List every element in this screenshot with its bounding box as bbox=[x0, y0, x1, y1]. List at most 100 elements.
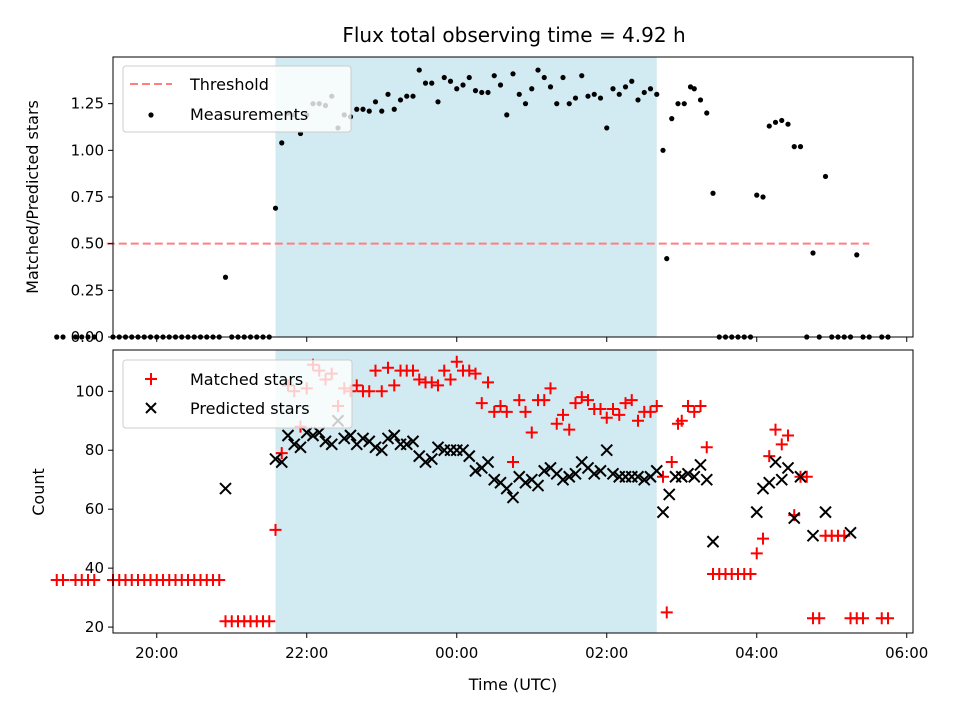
measurement-point bbox=[447, 78, 454, 84]
measurement-point bbox=[541, 74, 547, 81]
matched-point bbox=[88, 573, 101, 586]
legend-predicted-label: Predicted stars bbox=[190, 399, 310, 418]
measurement-point bbox=[391, 106, 397, 112]
measurement-point bbox=[279, 140, 285, 146]
measurement-point bbox=[710, 190, 716, 196]
predicted-point bbox=[769, 455, 782, 469]
predicted-point bbox=[750, 505, 763, 519]
predicted-point bbox=[319, 435, 332, 448]
predicted-point bbox=[425, 452, 438, 466]
predicted-point bbox=[806, 529, 820, 542]
x-tick-label: 06:00 bbox=[885, 644, 928, 662]
measurement-point bbox=[454, 86, 460, 92]
matched-point bbox=[813, 612, 826, 625]
predicted-point bbox=[688, 470, 701, 483]
measurement-point bbox=[704, 110, 710, 116]
matched-point bbox=[438, 364, 451, 377]
measurement-point bbox=[754, 192, 760, 198]
y-tick-label: 100 bbox=[75, 382, 104, 400]
predicted-point bbox=[763, 476, 776, 489]
matched-point bbox=[369, 364, 382, 377]
bottom-y-axis-label: Count bbox=[29, 468, 48, 516]
matched-point bbox=[500, 405, 513, 418]
predicted-point bbox=[606, 467, 620, 481]
matched-point bbox=[694, 400, 707, 413]
matched-point bbox=[375, 385, 388, 398]
measurement-point bbox=[654, 91, 660, 97]
measurement-point bbox=[535, 67, 541, 73]
matched-point bbox=[482, 376, 494, 389]
measurement-point bbox=[404, 93, 410, 99]
matched-point bbox=[213, 573, 226, 586]
measurement-point bbox=[529, 86, 535, 92]
y-tick-label: 1.25 bbox=[71, 95, 104, 113]
matched-point bbox=[644, 405, 657, 418]
measurement-point bbox=[566, 101, 572, 107]
measurement-point bbox=[441, 74, 447, 81]
predicted-point bbox=[269, 452, 282, 466]
matched-point bbox=[544, 382, 557, 395]
measurement-point bbox=[547, 84, 554, 90]
measurement-point bbox=[504, 112, 510, 118]
matched-point bbox=[469, 367, 482, 380]
bottom-x-ticks: 20:00 22:00 00:00 02:00 04:00 06:00 bbox=[135, 633, 928, 662]
predicted-point bbox=[294, 441, 307, 454]
measurement-point bbox=[435, 99, 441, 105]
bottom-panel: 20 40 60 80 100 20:00 22:00 00:00 02:00 04:00 06:… bbox=[29, 349, 928, 694]
predicted-point bbox=[675, 470, 688, 483]
predicted-point bbox=[338, 432, 351, 445]
measurement-point bbox=[554, 101, 560, 107]
measurement-point bbox=[466, 74, 472, 81]
bottom-axes-frame bbox=[112, 349, 914, 634]
matched-point bbox=[594, 402, 607, 415]
legend-measurements-label: Measurements bbox=[190, 105, 308, 124]
measurement-point bbox=[675, 101, 681, 107]
predicted-point bbox=[306, 429, 320, 442]
measurement-point bbox=[591, 91, 597, 97]
measurement-point bbox=[797, 144, 804, 150]
x-tick-label: 20:00 bbox=[135, 644, 178, 662]
measurement-point bbox=[354, 106, 360, 112]
x-tick-label: 04:00 bbox=[735, 644, 778, 662]
measurement-point bbox=[397, 97, 404, 103]
measurement-point bbox=[379, 108, 385, 114]
predicted-point bbox=[706, 535, 720, 548]
predicted-point bbox=[275, 455, 288, 469]
predicted-point bbox=[500, 482, 513, 495]
predicted-point bbox=[388, 429, 401, 442]
predicted-point bbox=[325, 438, 338, 451]
predicted-point bbox=[569, 467, 582, 481]
measurement-point bbox=[647, 86, 654, 92]
measurement-point bbox=[697, 97, 704, 103]
measurement-point bbox=[822, 173, 829, 180]
matched-point bbox=[263, 615, 276, 628]
measurement-point bbox=[854, 252, 860, 258]
matched-point bbox=[688, 405, 701, 418]
measurement-point bbox=[766, 123, 772, 129]
top-panel: 0.00 0.25 0.50 0.75 1.00 1.25 Matched/Predict… bbox=[23, 56, 914, 346]
top-x-ticks bbox=[156, 337, 908, 342]
matched-point bbox=[782, 429, 794, 442]
y-tick-label: 0.00 bbox=[71, 328, 104, 346]
y-tick-label: 80 bbox=[85, 441, 104, 459]
measurement-point bbox=[416, 67, 422, 73]
x-tick-label: 02:00 bbox=[585, 644, 628, 662]
predicted-point bbox=[531, 479, 545, 492]
predicted-point bbox=[656, 505, 670, 519]
matched-point bbox=[432, 379, 444, 392]
matched-point bbox=[625, 394, 638, 407]
matched-point bbox=[519, 405, 532, 418]
predicted-point bbox=[375, 444, 388, 457]
matched-point bbox=[569, 397, 582, 410]
measurement-point bbox=[579, 73, 585, 79]
y-tick-label: 1.00 bbox=[71, 141, 104, 159]
x-axis-label: Time (UTC) bbox=[468, 675, 557, 694]
matched-point bbox=[665, 456, 678, 469]
matched-point bbox=[507, 456, 519, 469]
matched-point bbox=[744, 568, 757, 581]
measurement-point bbox=[791, 144, 797, 150]
measurement-point bbox=[485, 89, 491, 96]
matched-point bbox=[450, 355, 463, 368]
matched-point bbox=[275, 447, 288, 460]
legend-measurements-swatch bbox=[148, 112, 154, 118]
